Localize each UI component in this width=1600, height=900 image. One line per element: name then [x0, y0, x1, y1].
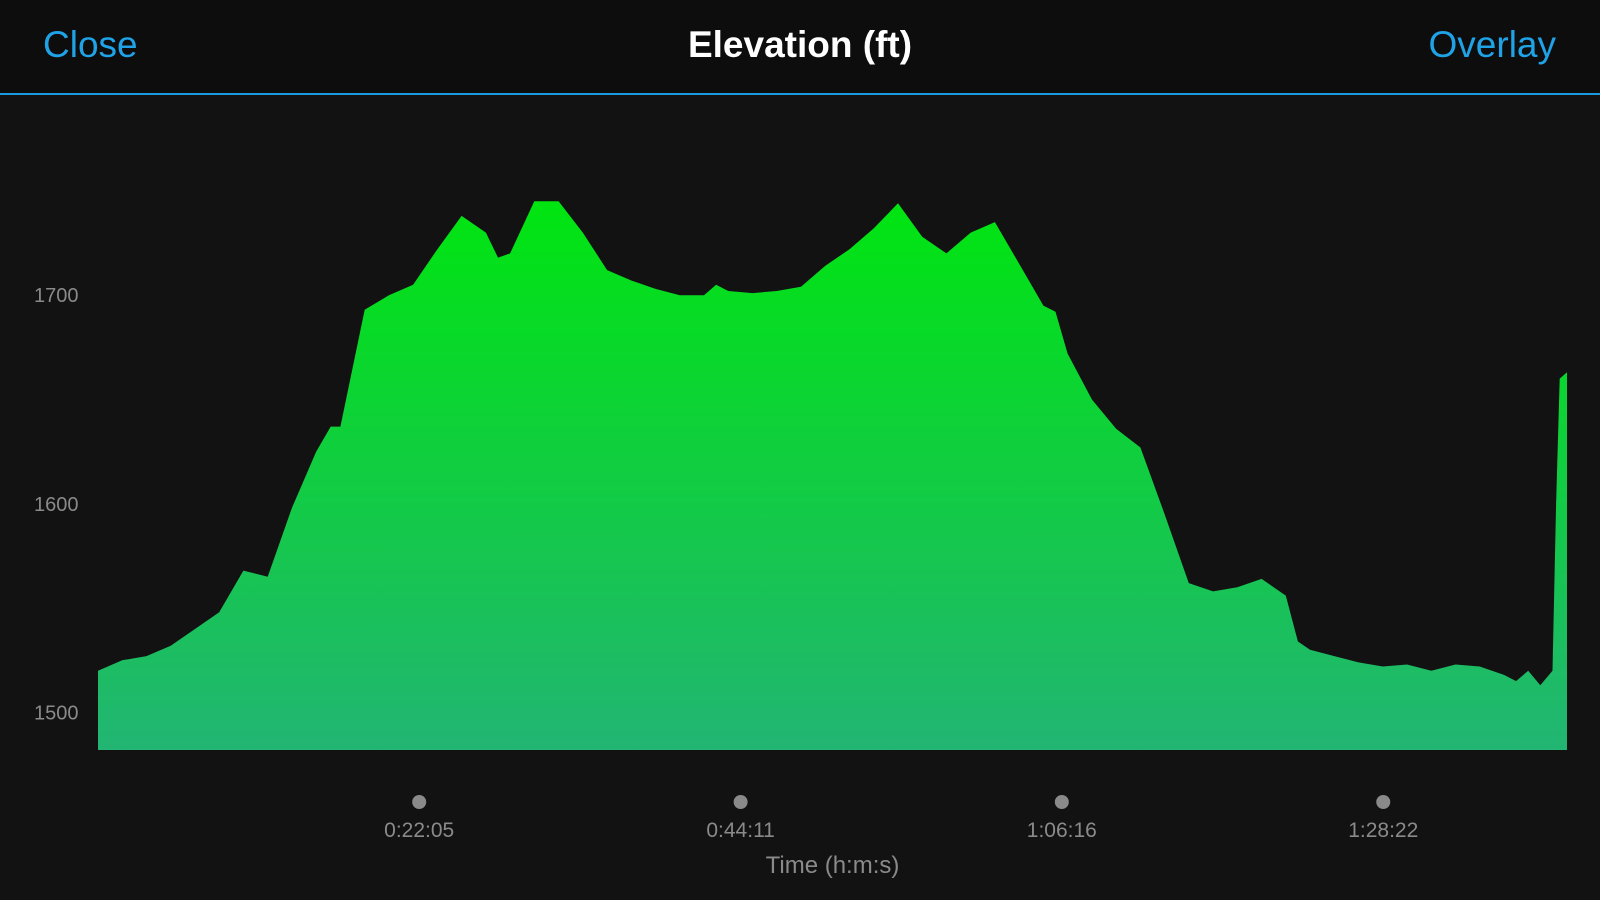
- elevation-area: [98, 201, 1567, 751]
- x-tick-label: 0:22:05: [384, 819, 454, 842]
- header-bar: Close Elevation (ft) Overlay: [0, 0, 1600, 95]
- y-tick-label: 1500: [34, 702, 79, 724]
- page-title: Elevation (ft): [687, 24, 913, 65]
- x-tick-dot: [1054, 795, 1069, 809]
- elevation-chart: 1500 1600 1700 0:22:05 0:44:11 1:06:16 1:28:2…: [34, 201, 1567, 879]
- x-tick-label: 0:44:11: [706, 819, 775, 842]
- y-tick-label: 1600: [34, 494, 79, 516]
- x-tick-dot: [1376, 795, 1391, 809]
- x-tick-dot: [412, 795, 427, 809]
- close-button[interactable]: Close: [43, 24, 138, 65]
- plot-area: [98, 201, 1567, 751]
- y-tick-label: 1700: [34, 285, 79, 307]
- x-tick-dot: [733, 795, 748, 809]
- x-axis-label: Time (h:m:s): [766, 852, 900, 879]
- y-axis: 1500 1600 1700: [34, 285, 79, 724]
- x-tick-label: 1:06:16: [1027, 819, 1097, 842]
- x-tick-label: 1:28:22: [1348, 819, 1418, 842]
- overlay-button[interactable]: Overlay: [1428, 24, 1556, 65]
- x-axis: 0:22:05 0:44:11 1:06:16 1:28:22: [384, 795, 1418, 842]
